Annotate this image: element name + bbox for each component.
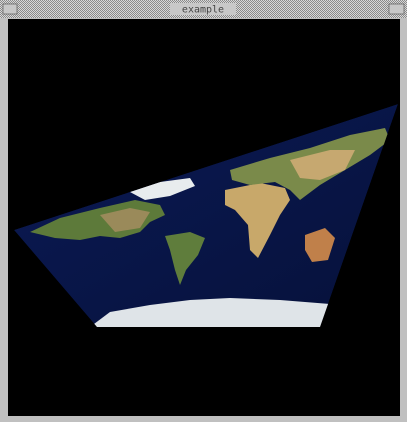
window-title: example: [182, 5, 224, 16]
south-america: [165, 232, 205, 285]
antarctica: [90, 298, 330, 327]
close-button[interactable]: [388, 3, 405, 15]
title-backdrop: [170, 3, 236, 15]
menu-button[interactable]: [2, 3, 18, 15]
greenland: [130, 178, 195, 200]
australia: [305, 228, 335, 262]
africa: [225, 183, 290, 258]
central-asia: [290, 150, 355, 180]
north-america-interior: [100, 208, 150, 232]
world-map: [14, 104, 398, 327]
